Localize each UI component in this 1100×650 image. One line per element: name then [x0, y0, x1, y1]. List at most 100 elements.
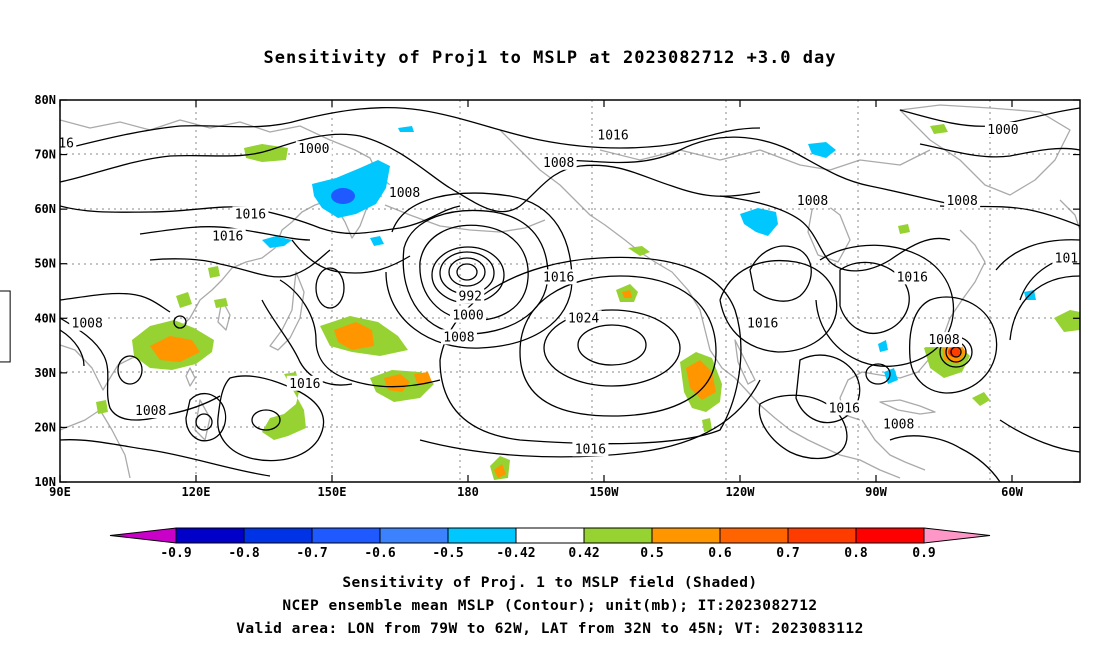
colorbar-label: 0.6 — [708, 546, 732, 561]
isobar — [439, 256, 742, 445]
caption-contours: NCEP ensemble mean MSLP (Contour); unit(… — [282, 598, 818, 614]
colorbar-label: 0.7 — [776, 546, 799, 561]
coastlines — [60, 104, 1080, 479]
isobar-label-bg — [926, 332, 962, 348]
isobar — [139, 226, 311, 241]
isobar — [315, 267, 345, 309]
positive-patch — [384, 374, 410, 392]
positive-patch — [494, 464, 506, 478]
valid-area-box-group — [0, 290, 11, 363]
isobar — [149, 249, 331, 278]
isobar-label-bg — [744, 315, 781, 331]
isobar-labels: 016 1000 1008 1016 1008 1000 1016 1016 1008 1008 1… — [51, 122, 1080, 457]
isobar-label-bg — [60, 135, 77, 151]
positive-patch — [972, 392, 990, 406]
isobar-label-bg — [572, 441, 609, 457]
positive-patch — [1054, 310, 1080, 332]
coastline-us-east — [839, 229, 986, 421]
isobar — [60, 205, 461, 235]
positive-patch — [96, 400, 108, 414]
isobar — [577, 324, 647, 366]
colorbar-segment — [855, 527, 925, 544]
map-frame — [59, 99, 1081, 483]
isobar-label-bg — [826, 400, 863, 416]
isobar — [251, 409, 281, 431]
lon-label: 60W — [1001, 485, 1023, 499]
positive-patch — [244, 144, 288, 162]
lat-label: 80N — [34, 93, 56, 107]
positive-patch — [334, 322, 374, 350]
isobar-label-bg — [232, 206, 269, 222]
isobar — [173, 315, 187, 329]
coastline-greenland — [899, 104, 1071, 196]
lon-label: 90E — [49, 485, 71, 499]
coastline-canada-north — [599, 149, 931, 171]
colorbar-segment — [515, 527, 585, 544]
isobar-label: 1016 — [575, 442, 606, 457]
isobar-label-bg — [295, 141, 332, 157]
coastline-cuba — [879, 399, 936, 415]
coastline-taiwan — [185, 367, 196, 387]
isobar-label: 1000 — [987, 123, 1018, 138]
negative-patch — [398, 126, 414, 132]
isobar-label-bg — [540, 154, 577, 170]
colorbar-segment — [379, 527, 449, 544]
latitude-axis: 10N 20N 30N 40N 50N 60N 70N 80N — [34, 93, 1080, 489]
isobar — [749, 245, 812, 302]
isobar — [60, 292, 171, 313]
isobar-label: 1016 — [597, 128, 628, 143]
isobar — [919, 143, 1080, 158]
isobar — [839, 261, 910, 334]
lat-label: 20N — [34, 420, 56, 434]
coastline-aleutians — [384, 204, 546, 233]
colorbar-label: -0.5 — [432, 546, 463, 561]
isobar-label-bg — [984, 122, 1021, 138]
isobar-label-bg — [386, 184, 423, 200]
positive-patch — [898, 224, 910, 234]
isobar — [60, 106, 761, 151]
isobar-label: 101 — [1055, 251, 1078, 266]
colorbar-segment — [243, 527, 313, 544]
isobar-label-bg — [894, 269, 931, 285]
caption-valid-area: Valid area: LON from 79W to 62W, LAT fro… — [236, 621, 864, 637]
isobar-label: 1008 — [797, 194, 828, 209]
isobar-label-bg — [1052, 250, 1080, 266]
colorbar-label: -0.8 — [228, 546, 259, 561]
isobar — [1009, 275, 1080, 341]
isobar-label: 1016 — [829, 401, 860, 416]
colorbar-label: 0.5 — [640, 546, 663, 561]
isobar-label: 1008 — [928, 333, 959, 348]
negative-patch — [808, 142, 836, 158]
isobar-label: 1016 — [543, 270, 574, 285]
isobar-label: 1016 — [747, 317, 778, 332]
positive-patch — [686, 360, 716, 400]
colorbar-max-triangle — [923, 527, 991, 544]
isobar-label: 016 — [51, 137, 74, 152]
isobar-label-bg — [794, 192, 831, 208]
isobar-label: 1016 — [897, 270, 928, 285]
positive-patch — [208, 266, 220, 278]
coastline-siberia — [60, 119, 391, 186]
positive-patch — [622, 290, 632, 298]
coastline-hudson-bay — [807, 199, 851, 263]
negative-patch — [740, 208, 778, 236]
isobar-label: 1008 — [543, 156, 574, 171]
lon-label: 150W — [590, 485, 620, 499]
isobar-label: 1016 — [235, 208, 266, 223]
lat-label: 40N — [34, 311, 56, 325]
coastline-central-america — [861, 419, 926, 471]
positive-core — [948, 347, 960, 357]
isobar-label-bg — [440, 329, 477, 345]
positive-patch — [702, 418, 712, 432]
isobar — [117, 355, 143, 385]
lat-label: 60N — [34, 202, 56, 216]
lat-label: 30N — [34, 366, 56, 380]
isobar — [795, 354, 861, 424]
isobar — [889, 435, 1001, 482]
longitude-axis: 90E 120E 150E 180 150W 120W 90W 60W — [49, 100, 1024, 499]
positive-patch — [628, 246, 650, 256]
colorbar-label: -0.6 — [364, 546, 395, 561]
positive-patch — [214, 298, 228, 308]
isobar — [557, 136, 961, 207]
